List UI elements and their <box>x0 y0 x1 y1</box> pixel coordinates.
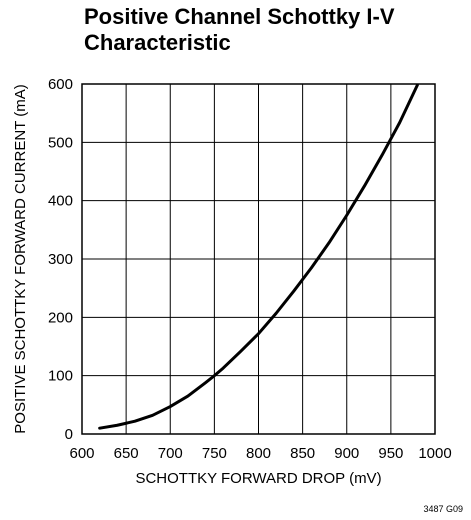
x-tick-label: 800 <box>246 445 271 462</box>
x-tick-label: 950 <box>378 445 403 462</box>
y-axis-label: POSITIVE SCHOTTKY FORWARD CURRENT (mA) <box>12 84 29 433</box>
x-tick-label: 850 <box>290 445 315 462</box>
x-tick-label: 650 <box>114 445 139 462</box>
x-tick-label: 1000 <box>418 445 451 462</box>
y-tick-labels: 0 100 200 300 400 500 600 <box>48 76 73 443</box>
x-tick-label: 750 <box>202 445 227 462</box>
x-tick-label: 600 <box>69 445 94 462</box>
y-tick-label: 600 <box>48 76 73 93</box>
series-line <box>98 83 419 430</box>
y-tick-label: 300 <box>48 251 73 268</box>
y-tick-label: 400 <box>48 193 73 210</box>
grid <box>81 83 436 435</box>
y-tick-label: 100 <box>48 368 73 385</box>
chart-title: Positive Channel Schottky I-V Characteri… <box>84 4 395 55</box>
x-axis-label: SCHOTTKY FORWARD DROP (mV) <box>135 470 381 487</box>
x-tick-label: 700 <box>158 445 183 462</box>
x-tick-label: 900 <box>334 445 359 462</box>
plot-frame <box>81 83 436 435</box>
y-tick-label: 0 <box>65 426 73 443</box>
y-tick-label: 500 <box>48 134 73 151</box>
figure-code: 3487 G09 <box>423 504 463 514</box>
y-tick-label: 200 <box>48 309 73 326</box>
x-tick-labels: 600 650 700 750 800 850 900 950 1000 <box>69 445 451 462</box>
